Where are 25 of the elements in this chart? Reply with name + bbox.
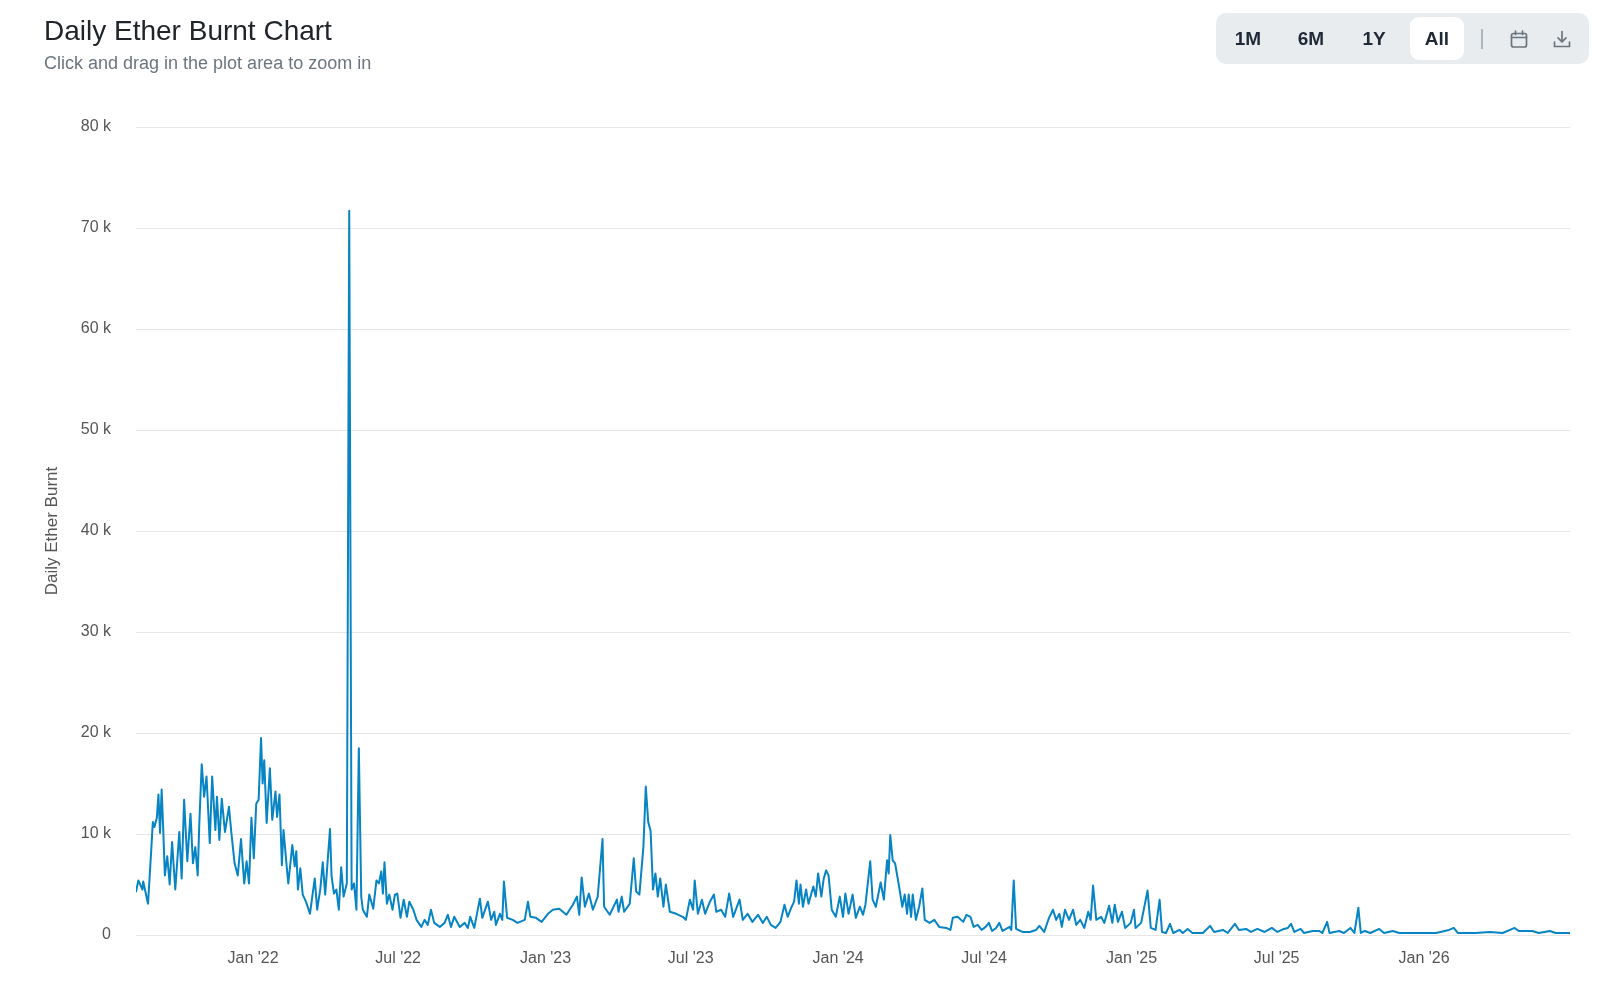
x-tick-label: Jul '24 (961, 949, 1008, 967)
y-tick-label: 70 k (80, 218, 112, 236)
y-tick-label: 10 k (80, 824, 112, 842)
y-tick-label: 50 k (80, 420, 112, 438)
text: 1Y (1362, 27, 1386, 50)
x-tick-label: Jan '23 (520, 949, 572, 967)
x-tick-label: Jul '22 (375, 949, 422, 967)
y-tick-label: 80 k (80, 117, 112, 135)
x-tick-label: Jul '23 (667, 949, 714, 967)
x-tick-label: Jan '26 (1398, 949, 1450, 967)
text: 6M (1297, 27, 1325, 50)
x-tick-label: Jan '25 (1106, 949, 1158, 967)
text: 1M (1234, 27, 1262, 50)
y-axis-title: Daily Ether Burnt (41, 466, 61, 596)
chart-title: Daily Ether Burnt Chart (44, 14, 332, 48)
y-tick-label: 60 k (80, 319, 112, 337)
x-tick-label: Jan '24 (812, 949, 864, 967)
x-tick-label: Jan '22 (227, 949, 279, 967)
y-tick-label: 40 k (80, 521, 112, 539)
chart-subtitle: Click and drag in the plot area to zoom in (44, 52, 372, 74)
y-tick-label: 30 k (80, 622, 112, 640)
text: All (1424, 27, 1450, 50)
y-tick-label: 20 k (80, 723, 112, 741)
y-tick-label: 0 (102, 925, 112, 943)
x-tick-label: Jul '25 (1253, 949, 1300, 967)
